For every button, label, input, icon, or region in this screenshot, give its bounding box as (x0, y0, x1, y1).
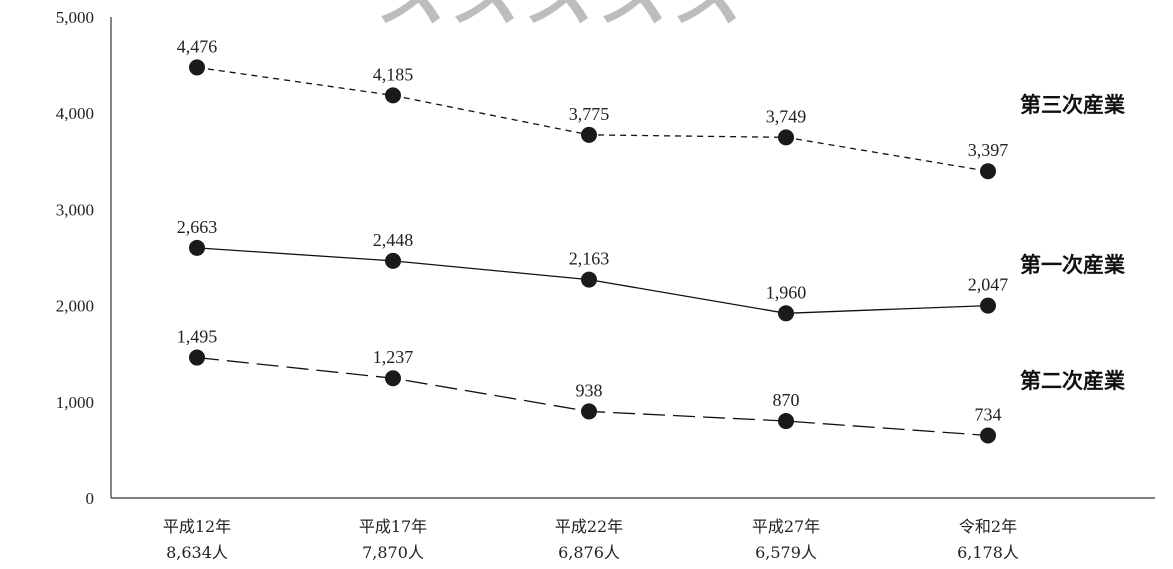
data-point (980, 163, 996, 180)
y-tick-label: 3,000 (56, 200, 94, 219)
watermark-text: ススススス (375, 0, 745, 37)
data-label: 1,495 (177, 327, 218, 347)
y-tick-label: 5,000 (56, 8, 94, 27)
data-label: 2,448 (373, 230, 414, 250)
data-point (385, 252, 401, 269)
y-tick-label: 0 (86, 489, 95, 508)
data-point (189, 349, 205, 366)
series-name-label: 第一次産業 (1020, 253, 1126, 277)
x-category-total: 6,876人 (558, 543, 620, 562)
data-point (189, 59, 205, 76)
data-point (581, 271, 597, 288)
y-tick-label: 4,000 (56, 104, 94, 123)
series-name-label: 第二次産業 (1020, 369, 1126, 393)
x-tick-label: 平成12年 (163, 517, 231, 536)
data-point (385, 370, 401, 387)
data-point (189, 239, 205, 256)
data-label: 1,237 (373, 347, 414, 367)
data-label: 2,047 (968, 275, 1009, 295)
data-label: 3,749 (766, 106, 807, 126)
x-tick-label: 平成22年 (555, 517, 623, 536)
series-name-label: 第三次産業 (1020, 93, 1126, 117)
x-tick-label: 平成27年 (752, 517, 820, 536)
x-tick-label: 令和2年 (959, 517, 1017, 536)
x-category-total: 6,579人 (755, 543, 817, 562)
data-point (581, 403, 597, 420)
data-label: 1,960 (766, 282, 807, 302)
data-label: 4,476 (177, 36, 218, 56)
x-category-total: 6,178人 (957, 543, 1019, 562)
data-point (778, 305, 794, 322)
data-point (980, 427, 996, 444)
data-point (778, 413, 794, 430)
x-category-total: 7,870人 (362, 543, 424, 562)
data-label: 938 (576, 380, 603, 400)
data-point (980, 297, 996, 314)
data-label: 2,663 (177, 217, 218, 237)
x-tick-label: 平成17年 (359, 517, 427, 536)
data-label: 870 (773, 390, 800, 410)
data-label: 2,163 (569, 249, 610, 269)
data-label: 4,185 (373, 64, 414, 84)
data-point (778, 129, 794, 146)
data-label: 3,397 (968, 140, 1009, 160)
x-category-total: 8,634人 (166, 543, 228, 562)
data-point (581, 126, 597, 143)
data-label: 3,775 (569, 104, 610, 124)
y-tick-label: 1,000 (56, 393, 94, 412)
data-point (385, 87, 401, 104)
y-tick-label: 2,000 (56, 297, 94, 316)
data-label: 734 (975, 404, 1002, 424)
